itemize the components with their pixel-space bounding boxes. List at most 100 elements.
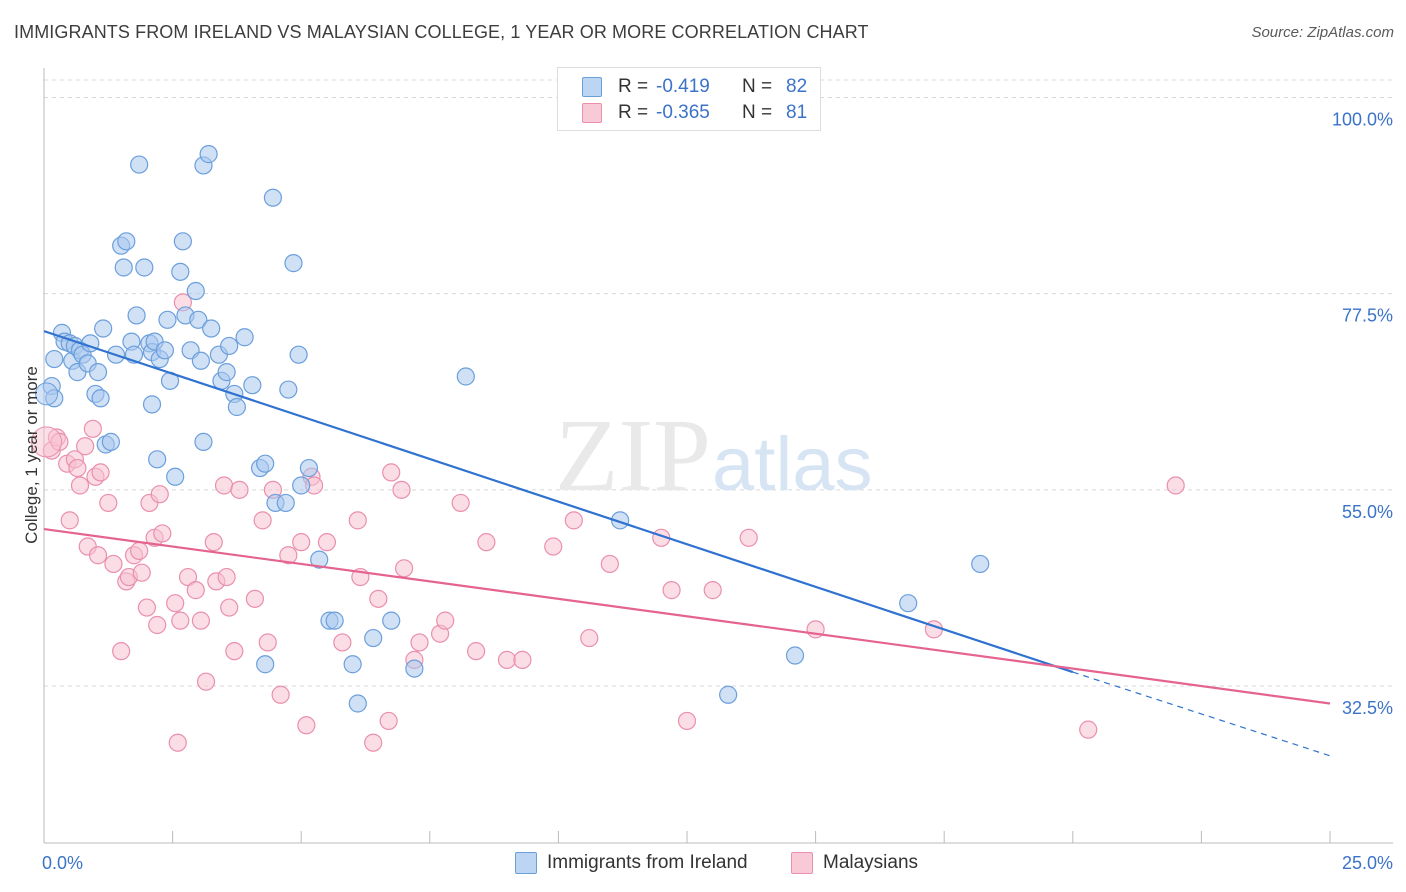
ireland-point	[155, 341, 174, 360]
ireland-point	[101, 432, 120, 451]
malaysian-point	[130, 541, 149, 560]
malaysian-point	[196, 672, 216, 691]
malaysian-point	[217, 567, 236, 587]
malaysian-point	[564, 511, 583, 530]
legend-swatch-malaysians	[791, 852, 813, 874]
ireland-point	[199, 145, 218, 164]
ireland-point	[202, 319, 221, 338]
malaysian-point	[382, 463, 401, 482]
ireland-point	[456, 367, 475, 386]
ireland-point	[785, 646, 805, 665]
ireland-point	[127, 306, 146, 325]
ireland-point	[235, 328, 254, 347]
legend-r-label: R =	[618, 102, 649, 123]
ireland-point	[279, 380, 298, 399]
ireland-point	[91, 389, 110, 408]
legend-item-ireland[interactable]: Immigrants from Ireland	[515, 852, 748, 874]
malaysian-point	[88, 546, 108, 565]
ireland-point	[148, 450, 167, 469]
malaysian-point	[379, 711, 398, 731]
ireland-point	[289, 345, 308, 364]
ireland-point	[971, 554, 990, 574]
malaysian-point	[83, 419, 102, 438]
legend-r-value: -0.365	[656, 102, 710, 123]
malaysian-point	[168, 733, 187, 752]
malaysian-point	[451, 493, 470, 513]
legend-r-value: -0.419	[656, 76, 710, 97]
ireland-point	[227, 397, 246, 417]
ireland-point	[299, 458, 319, 478]
ireland-point	[292, 476, 311, 495]
ireland-point	[194, 432, 213, 451]
malaysian-point	[333, 633, 352, 652]
ireland-point	[276, 493, 295, 513]
malaysian-point	[1166, 476, 1185, 495]
points-layer	[31, 145, 1185, 752]
ireland-point	[173, 232, 192, 251]
trend-layer	[43, 330, 1331, 757]
malaysian-point	[148, 615, 167, 635]
y-axis-label: College, 1 year or more	[22, 366, 41, 544]
ireland-point	[284, 254, 303, 273]
watermark: ZIP atlas	[555, 398, 873, 513]
ireland-point	[364, 628, 383, 648]
malaysian-point	[600, 554, 619, 574]
malaysian-point	[703, 581, 722, 600]
chart-title: IMMIGRANTS FROM IRELAND VS MALAYSIAN COL…	[14, 22, 869, 42]
series-legend: Immigrants from Ireland Malaysians	[0, 852, 1406, 878]
malaysian-point	[112, 642, 131, 661]
ireland-point	[719, 685, 738, 704]
malaysian-point	[271, 685, 290, 704]
ireland-point	[310, 550, 329, 569]
correlation-legend: R = -0.419 N = 82 R = -0.365 N = 81	[557, 67, 821, 131]
legend-row-ireland: R = -0.419 N = 82	[582, 75, 807, 99]
malaysian-point	[153, 524, 172, 543]
y-tick-label: 32.5%	[1342, 698, 1393, 718]
ireland-point	[130, 155, 149, 174]
ireland-point	[135, 258, 154, 277]
legend-item-malaysians[interactable]: Malaysians	[791, 852, 918, 874]
malaysian-point	[186, 581, 205, 600]
watermark-zip: ZIP	[555, 398, 711, 513]
malaysian-point	[225, 642, 244, 661]
malaysian-point	[369, 589, 388, 608]
y-tick-label: 77.5%	[1342, 306, 1393, 326]
ireland-point	[899, 594, 918, 613]
malaysian-point	[258, 633, 277, 652]
x-tick-label: 25.0%	[1342, 853, 1393, 873]
malaysian-point	[292, 533, 311, 552]
ireland-point	[405, 659, 424, 678]
ireland-point	[35, 382, 59, 406]
malaysian-point	[214, 476, 234, 495]
ireland-point	[171, 262, 190, 281]
malaysian-point	[253, 511, 272, 530]
malaysian-point	[436, 611, 455, 630]
malaysian-point	[31, 426, 63, 458]
legend-n-value: 81	[786, 102, 808, 123]
ireland-point	[189, 310, 208, 329]
legend-n-label: N =	[742, 76, 773, 97]
y-tick-label: 100.0%	[1332, 109, 1393, 129]
malaysian-point	[70, 476, 90, 495]
malaysian-point	[104, 554, 123, 574]
ireland-point	[117, 232, 136, 251]
malaysian-point	[166, 594, 185, 613]
legend-swatch-malaysians	[582, 103, 602, 123]
ireland-point	[142, 395, 162, 414]
ireland-point	[243, 376, 262, 395]
ireland-point	[325, 611, 344, 630]
malaysian-point	[544, 537, 563, 556]
tick-label-layer: 100.0% 77.5% 55.0% 32.5% 0.0% 25.0%	[42, 109, 1393, 873]
malaysian-point	[99, 493, 118, 513]
ireland-point	[94, 319, 113, 338]
malaysian-point	[1079, 720, 1098, 739]
malaysian-point	[297, 716, 316, 735]
legend-r-label: R =	[618, 76, 649, 97]
malaysian-point	[137, 598, 156, 617]
watermark-atlas: atlas	[712, 422, 873, 507]
malaysian-point	[91, 463, 110, 482]
ireland-point	[256, 454, 275, 473]
malaysian-point	[245, 589, 265, 608]
ireland-trend-extension	[1072, 671, 1331, 757]
legend-row-malaysians: R = -0.365 N = 81	[582, 101, 807, 125]
